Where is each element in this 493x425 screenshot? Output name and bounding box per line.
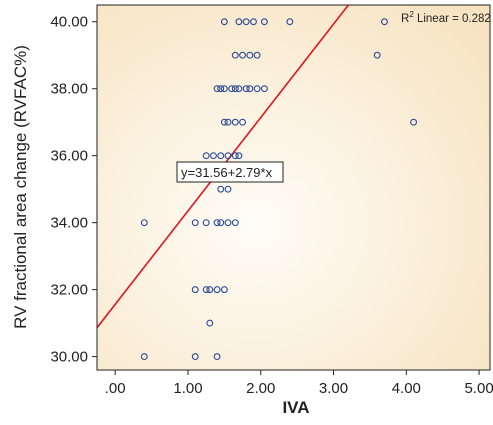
data-point <box>410 118 418 126</box>
data-point <box>246 85 254 93</box>
data-point <box>191 286 199 294</box>
x-axis-title: IVA <box>282 398 309 417</box>
r2-value: Linear = 0.282 <box>414 13 491 25</box>
data-point <box>213 85 221 93</box>
plot-area <box>97 5 490 370</box>
data-point <box>231 118 239 126</box>
data-point <box>231 51 239 59</box>
data-point <box>206 319 214 327</box>
data-point <box>217 152 225 160</box>
data-point <box>235 18 243 26</box>
data-point <box>191 353 199 361</box>
data-point <box>220 118 228 126</box>
y-axis-title: RV fractional area change (RVFAC%) <box>11 45 30 329</box>
data-point <box>224 219 232 227</box>
r2-label: R2 Linear = 0.282 <box>401 10 491 25</box>
data-point <box>217 219 225 227</box>
data-point <box>220 18 228 26</box>
y-tick-label: 38.00 <box>50 81 88 98</box>
data-point <box>224 118 232 126</box>
data-point <box>224 152 232 160</box>
data-point <box>217 185 225 193</box>
x-tick-label: 5.00 <box>464 380 493 397</box>
data-point <box>235 152 243 160</box>
data-point <box>213 219 221 227</box>
data-point <box>239 51 247 59</box>
data-point <box>373 51 381 59</box>
x-tick-label: 4.00 <box>392 380 421 397</box>
y-tick-label: 32.00 <box>50 282 88 299</box>
data-point <box>213 286 221 294</box>
data-point <box>239 118 247 126</box>
r2-superscript: 2 <box>409 10 414 19</box>
data-point <box>228 85 236 93</box>
data-point <box>242 18 250 26</box>
equation-text: y=31.56+2.79*x <box>181 165 273 180</box>
y-tick-label: 40.00 <box>50 14 88 31</box>
y-tick-label: 36.00 <box>50 148 88 165</box>
equation-label: y=31.56+2.79*x <box>176 161 284 183</box>
data-point <box>260 85 268 93</box>
r2-prefix: R <box>401 13 409 25</box>
data-point <box>206 286 214 294</box>
regression-line <box>97 5 350 329</box>
x-tick-label: 3.00 <box>319 380 348 397</box>
data-point <box>253 85 261 93</box>
data-point <box>231 219 239 227</box>
data-point <box>202 286 210 294</box>
data-point <box>202 219 210 227</box>
data-point <box>260 18 268 26</box>
data-point <box>253 51 261 59</box>
data-point <box>250 18 257 26</box>
plot-frame <box>96 4 491 371</box>
data-point <box>213 353 221 361</box>
data-point <box>217 85 225 93</box>
data-point <box>209 152 217 160</box>
x-tick-label: 2.00 <box>246 380 275 397</box>
y-tick-label: 34.00 <box>50 215 88 232</box>
data-point <box>224 185 232 193</box>
data-point <box>231 85 239 93</box>
data-point <box>202 152 210 160</box>
y-tick-label: 30.00 <box>50 349 88 366</box>
data-point <box>220 85 228 93</box>
data-point <box>140 219 148 227</box>
data-point <box>246 51 254 59</box>
data-point <box>140 353 148 361</box>
x-tick-label: 1.00 <box>173 380 202 397</box>
data-point <box>286 18 294 26</box>
data-point <box>235 85 243 93</box>
data-point <box>220 286 228 294</box>
data-point <box>191 219 199 227</box>
x-tick-label: .00 <box>105 380 126 397</box>
data-point <box>381 18 388 26</box>
data-point <box>231 152 239 160</box>
data-point <box>242 85 250 93</box>
